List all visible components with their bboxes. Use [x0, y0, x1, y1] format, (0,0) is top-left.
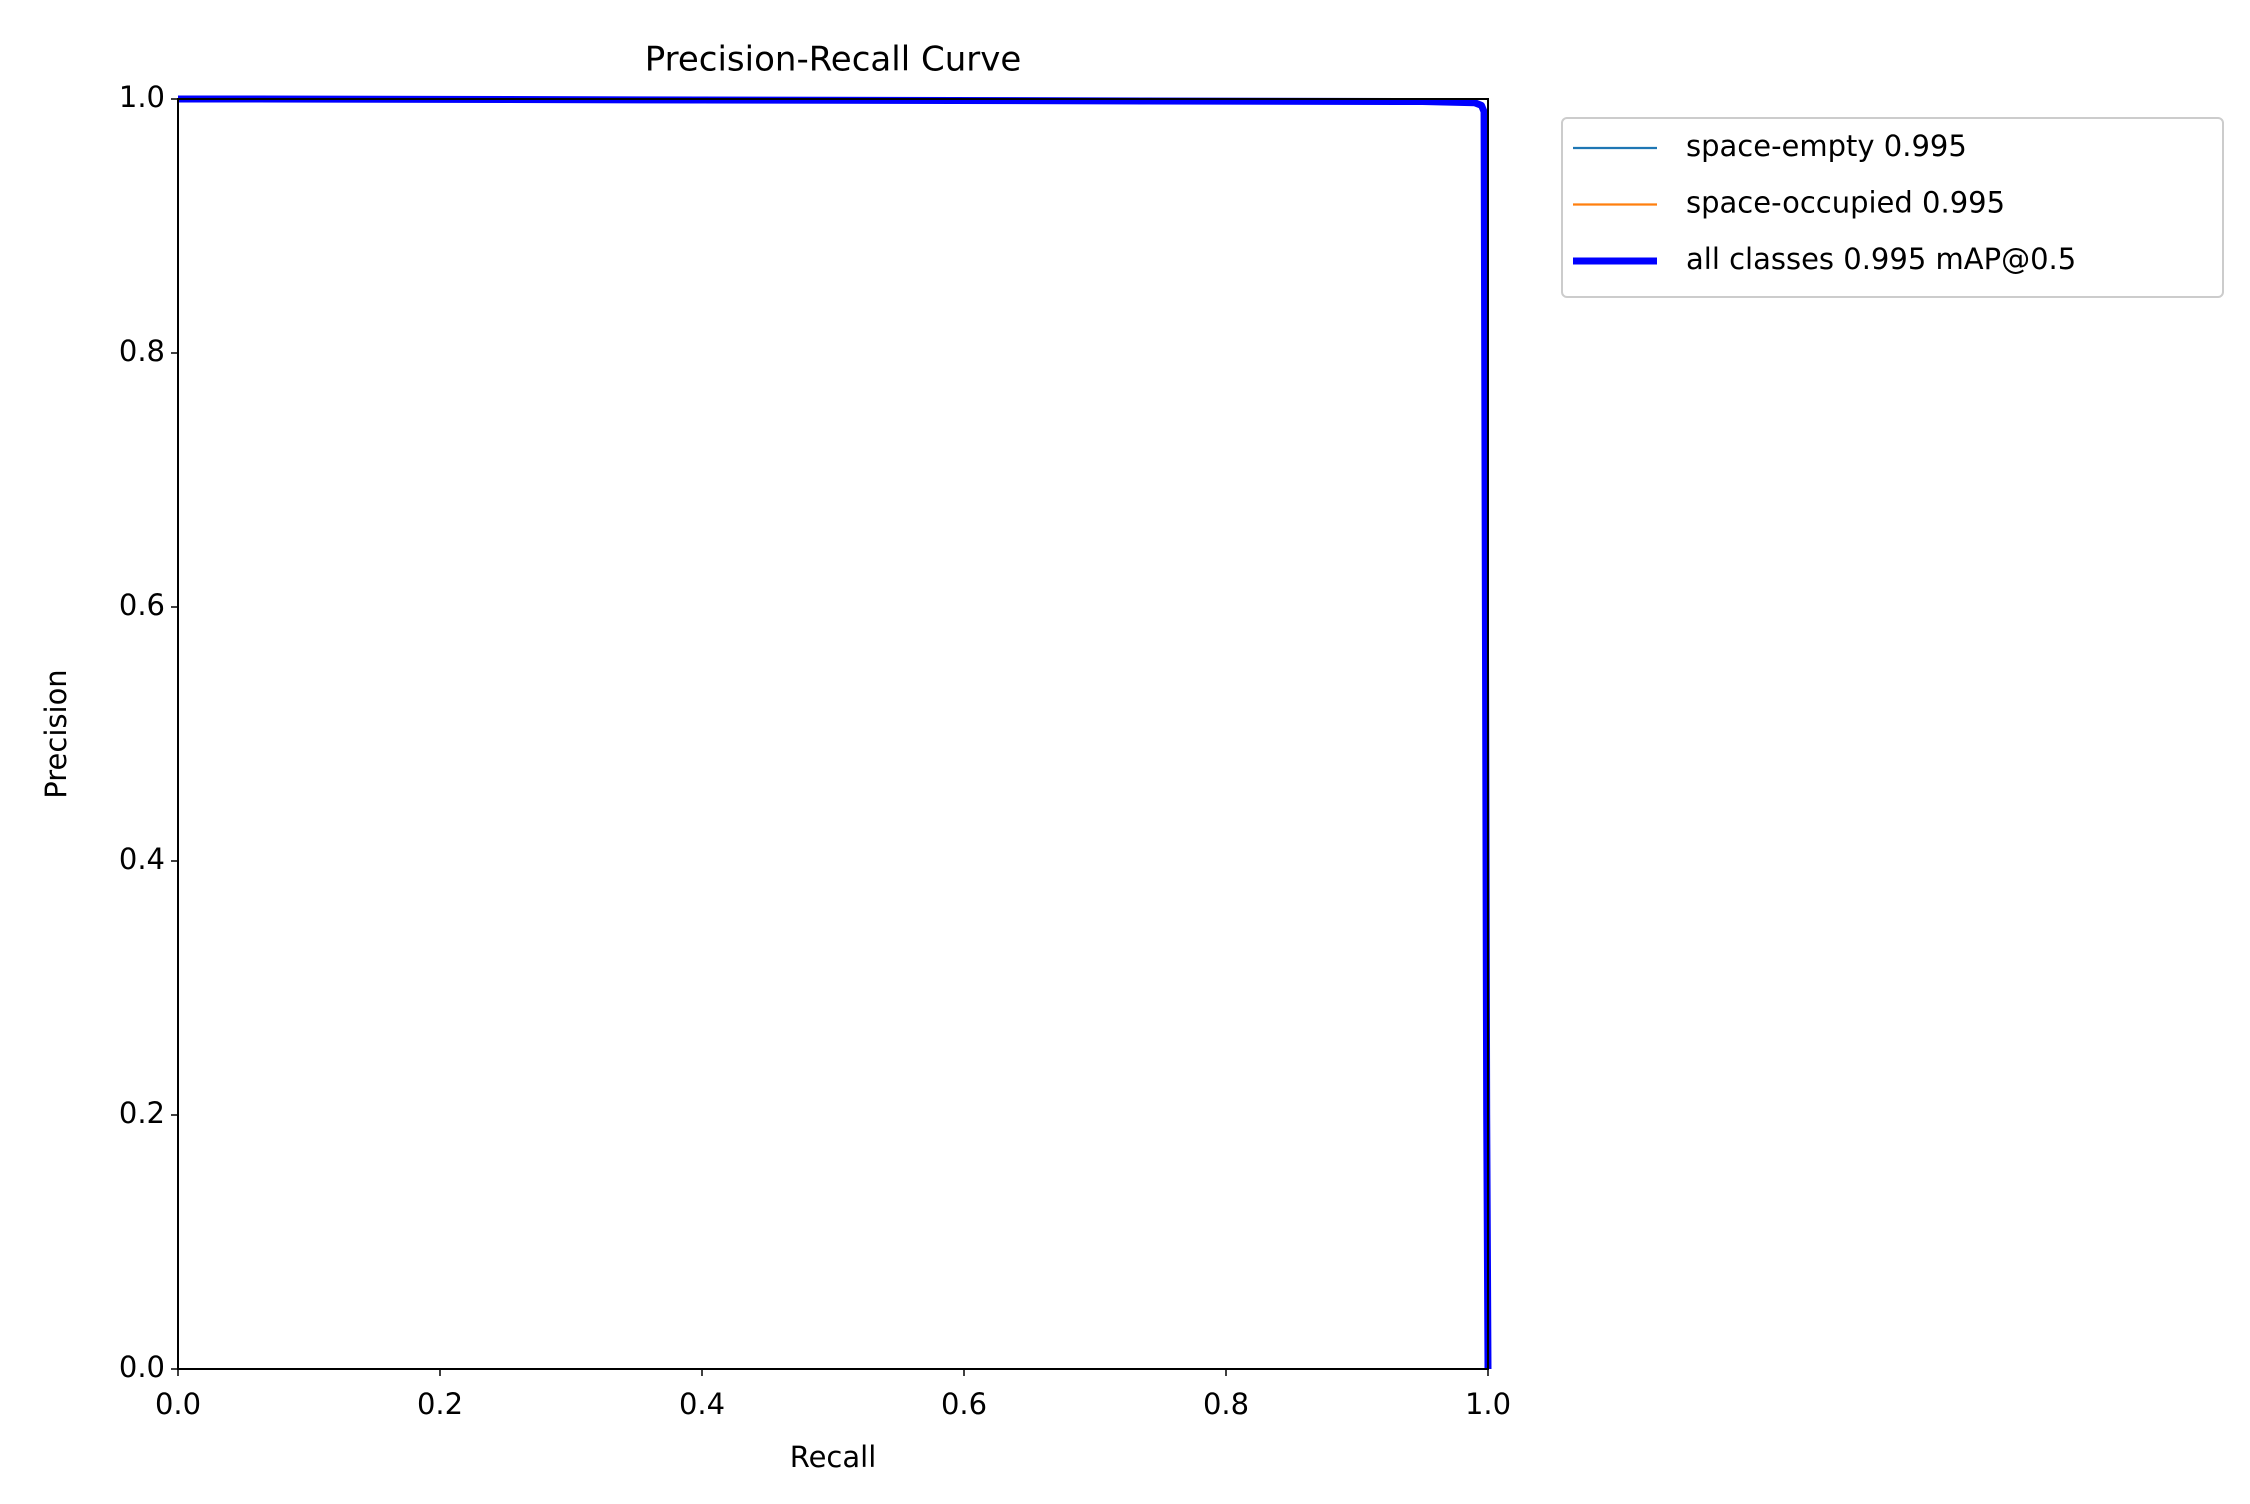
x-tick-label: 0.4	[679, 1387, 725, 1421]
legend-label: space-occupied 0.995	[1686, 186, 2005, 220]
legend-box	[1561, 117, 2224, 298]
x-tick-label: 0.2	[417, 1387, 463, 1421]
chart-title: Precision-Recall Curve	[645, 40, 1022, 80]
y-tick-label: 1.0	[119, 80, 165, 114]
legend: space-empty 0.995 space-occupied 0.995 all…	[1561, 117, 2224, 298]
x-tick-label: 0.6	[941, 1387, 987, 1421]
legend-label: all classes 0.995 mAP@0.5	[1686, 242, 2076, 276]
x-tick-label: 1.0	[1465, 1387, 1511, 1421]
x-tick-label: 0.0	[155, 1387, 201, 1421]
y-tick-label: 0.0	[119, 1350, 165, 1384]
plot-area	[178, 95, 1492, 1370]
y-tick-label: 0.8	[119, 334, 165, 368]
series-line	[178, 95, 1492, 1370]
x-tick-label: 0.8	[1203, 1387, 1249, 1421]
y-tick-label: 0.6	[119, 588, 165, 622]
x-axis-label: Recall	[790, 1440, 877, 1474]
legend-label: space-empty 0.995	[1686, 129, 1967, 163]
y-axis-label: Precision	[39, 669, 73, 798]
series-line	[178, 97, 1490, 1370]
y-tick-label: 0.4	[119, 842, 165, 876]
y-tick-label: 0.2	[119, 1096, 165, 1130]
series-line	[178, 97, 1490, 1370]
axes-frame	[177, 98, 1489, 1370]
